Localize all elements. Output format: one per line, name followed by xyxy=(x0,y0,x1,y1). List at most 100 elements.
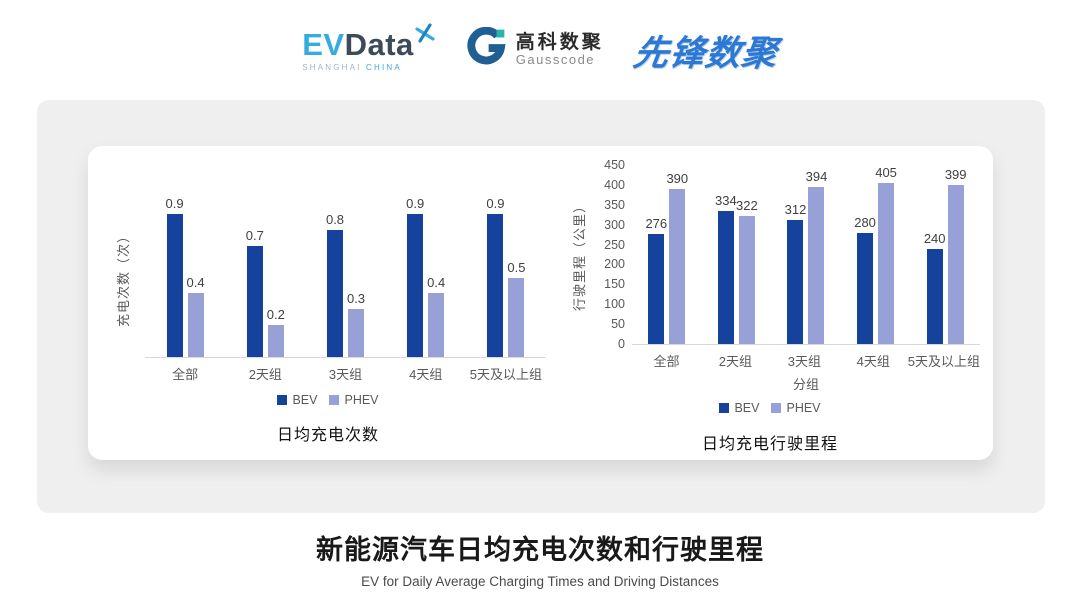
bar-value-label: 0.7 xyxy=(245,227,264,243)
plot-area: 0 50 100 150 200 250 300 350 400 450 276 390 334 322 3… xyxy=(604,158,980,351)
phev-bar: 0.2 xyxy=(267,307,285,357)
bar-fill xyxy=(327,229,343,357)
category-label: 3天组 xyxy=(787,354,821,369)
y-tick-label: 400 xyxy=(604,177,625,192)
bar-value-label: 0.8 xyxy=(325,211,345,227)
bar-fill xyxy=(407,213,424,357)
bev-bar: 0.9 xyxy=(406,196,424,357)
bev-bar: 334 xyxy=(715,193,737,344)
category-label: 2天组 xyxy=(718,354,753,369)
background-panel: 充电次数（次） 0.9 0.4 0.7 0.2 0.8 0.3 0.9 0.4 0.9 0.5 全部 2… xyxy=(37,100,1045,513)
legend-label: BEV xyxy=(292,393,318,407)
bar-value-label: 0.5 xyxy=(507,259,526,275)
bar-fill xyxy=(187,293,204,357)
gausscode-name-en: Gausscode xyxy=(515,52,596,68)
y-tick-label: 100 xyxy=(604,297,625,312)
bar-value-label: 0.4 xyxy=(186,275,205,291)
category-row: 全部 2天组 3天组 4天组 5天及以上组 xyxy=(145,364,546,383)
gausscode-logo: 高科数聚 Gausscode xyxy=(465,26,604,74)
y-tick-label: 250 xyxy=(604,237,625,252)
y-tick-label: 350 xyxy=(604,197,625,212)
y-tick-label: 0 xyxy=(618,337,625,351)
category-label: 4天组 xyxy=(856,354,890,369)
charts-card: 充电次数（次） 0.9 0.4 0.7 0.2 0.8 0.3 0.9 0.4 0.9 0.5 全部 2… xyxy=(88,146,993,460)
bar-fill xyxy=(669,188,686,344)
y-tick-label: 450 xyxy=(604,158,625,172)
category-label: 2天组 xyxy=(248,367,282,382)
evdata-sparkle-icon xyxy=(415,22,435,47)
phev-bar: 0.3 xyxy=(347,291,365,357)
bar-group: 0.9 0.4 xyxy=(145,196,225,357)
bar-fill xyxy=(348,309,364,357)
bar-value-label: 405 xyxy=(875,164,897,180)
bar-group: 0.8 0.3 xyxy=(305,198,385,357)
y-axis-label: 行驶里程（公里） xyxy=(572,199,587,312)
bar-fill xyxy=(787,219,804,344)
evdata-logo: EV Data SHANGHAI CHINA xyxy=(302,22,435,72)
plot-wrap: 0.9 0.4 0.7 0.2 0.8 0.3 0.9 0.4 0.9 0.5 全部 2天组 3天组 4天… xyxy=(145,196,546,383)
legend-label: PHEV xyxy=(786,401,821,415)
phev-bar: 390 xyxy=(666,171,688,344)
header-logos: EV Data SHANGHAI CHINA xyxy=(0,16,1080,84)
legend-swatch xyxy=(771,403,782,413)
gausscode-g-icon xyxy=(465,26,507,74)
bar-fill xyxy=(166,213,183,357)
bar-fill xyxy=(648,234,665,344)
category-label: 全部 xyxy=(653,354,680,369)
bar-fill xyxy=(428,293,445,357)
category-label: 5天及以上组 xyxy=(907,354,980,369)
category-label: 全部 xyxy=(172,367,199,382)
phev-bar: 0.4 xyxy=(427,275,445,357)
bar-group: 0.9 0.5 xyxy=(466,196,546,357)
chart-daily-charging-times: 充电次数（次） 0.9 0.4 0.7 0.2 0.8 0.3 0.9 0.4 0.9 0.5 全部 2… xyxy=(110,146,546,460)
bev-bar: 0.9 xyxy=(486,196,504,357)
bar-fill xyxy=(878,182,895,344)
evdata-logo-ev: EV xyxy=(302,26,345,62)
bar-value-label: 0.2 xyxy=(266,307,285,323)
bar-value-label: 322 xyxy=(736,197,758,213)
chart-daily-driving-distance: 行驶里程（公里） 0 50 100 150 200 250 300 350 400 450 276 39… xyxy=(560,146,980,460)
chart-title: 日均充电次数 xyxy=(276,427,379,444)
footer: 新能源汽车日均充电次数和行驶里程 EV for Daily Average Ch… xyxy=(0,528,1080,589)
evdata-tagline-shanghai: SHANGHAI xyxy=(302,62,362,72)
bar-value-label: 0.9 xyxy=(486,195,505,211)
plot-area: 0.9 0.4 0.7 0.2 0.8 0.3 0.9 0.4 0.9 0.5 xyxy=(145,196,546,358)
bev-bar: 0.7 xyxy=(246,228,264,357)
bar-group: 0.7 0.2 xyxy=(225,198,305,357)
legend-item: BEV xyxy=(277,393,317,407)
bev-bar: 0.9 xyxy=(166,196,184,357)
category-label: 4天组 xyxy=(409,367,443,382)
bar-value-label: 0.4 xyxy=(427,275,446,291)
bar-fill xyxy=(947,185,964,344)
bar-fill xyxy=(508,277,525,357)
bar-value-label: 394 xyxy=(805,169,828,185)
bar-group: 0.9 0.4 xyxy=(386,196,466,357)
bar-value-label: 390 xyxy=(666,170,689,186)
bar-fill xyxy=(857,232,874,344)
bar-fill xyxy=(717,211,734,344)
bev-bar: 312 xyxy=(785,202,806,344)
bar-value-label: 0.9 xyxy=(406,195,425,211)
bar-value-label: 399 xyxy=(944,167,967,183)
category-label: 3天组 xyxy=(328,367,363,382)
category-row: 全部 2天组 3天组 4天组 5天及以上组 xyxy=(632,351,980,370)
y-tick-label: 300 xyxy=(604,217,625,232)
bar-group: 276 390 xyxy=(632,165,702,344)
y-axis-label: 充电次数（次） xyxy=(116,229,131,328)
legend-label: BEV xyxy=(734,401,760,415)
bev-bar: 276 xyxy=(645,216,667,344)
bar-value-label: 0.3 xyxy=(346,291,366,307)
bar-value-label: 240 xyxy=(923,230,946,246)
evdata-tagline-china: CHINA xyxy=(366,62,402,72)
poster-title: 新能源汽车日均充电次数和行驶里程 xyxy=(316,535,764,565)
bar-value-label: 312 xyxy=(784,201,807,217)
bar-group: 240 399 xyxy=(910,165,980,344)
bar-fill xyxy=(246,245,263,357)
phev-bar: 394 xyxy=(806,169,827,344)
bar-fill xyxy=(738,215,755,344)
bev-bar: 240 xyxy=(924,231,946,344)
bar-group: 334 322 xyxy=(702,165,772,344)
plot-wrap: 0 50 100 150 200 250 300 350 400 450 276 390 334 322 3… xyxy=(604,158,980,393)
bar-value-label: 280 xyxy=(854,214,876,230)
